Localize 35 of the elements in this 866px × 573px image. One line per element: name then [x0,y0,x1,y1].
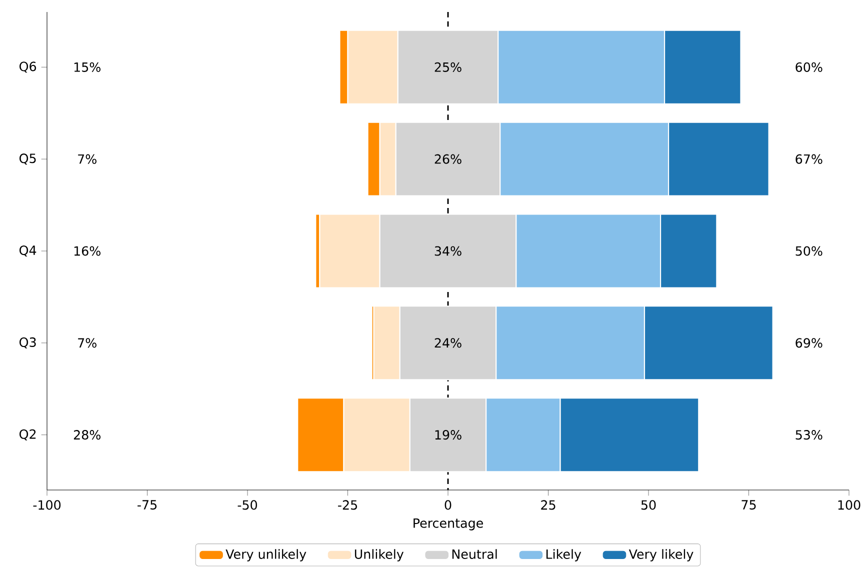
x-tick-label: -50 [238,500,258,510]
data-label: 34% [434,246,462,256]
annotation: 7% [78,154,96,164]
legend-label: Likely [546,549,582,562]
legend-label: Very likely [628,549,694,562]
annotation: 28% [74,430,100,440]
annotation: 60% [796,62,822,72]
y-tick-label: Q4 [20,245,36,257]
annotation: 7% [78,338,96,348]
data-label: 24% [434,338,462,348]
x-tick-label: -25 [338,500,358,510]
data-label: 19% [435,430,462,440]
x-axis-title: Percentage [414,518,483,530]
annotation: 69% [796,338,822,348]
annotation: 67% [796,154,822,164]
y-tick-label: Q5 [20,154,36,165]
x-tick-label: 100 [838,500,860,510]
legend-label: Unlikely [354,549,404,562]
data-label: 25% [434,62,462,72]
data-label: 26% [434,154,462,164]
x-tick-label: 50 [641,500,656,510]
y-tick-label: Q2 [20,429,36,440]
x-tick-label: -75 [138,500,157,510]
legend-label: Neutral [452,549,497,559]
y-tick-label: Q3 [20,337,36,348]
x-tick-label: 0 [444,500,452,510]
y-tick-label: Q6 [20,62,36,73]
x-tick-label: 25 [541,500,556,510]
x-tick-label: 75 [742,500,756,510]
annotation: 53% [796,430,822,440]
annotation: 16% [74,246,100,256]
annotation: 15% [74,62,100,72]
legend-label: Very unlikely [226,549,306,562]
annotation: 50% [796,246,822,256]
x-tick-label: -100 [33,500,61,510]
